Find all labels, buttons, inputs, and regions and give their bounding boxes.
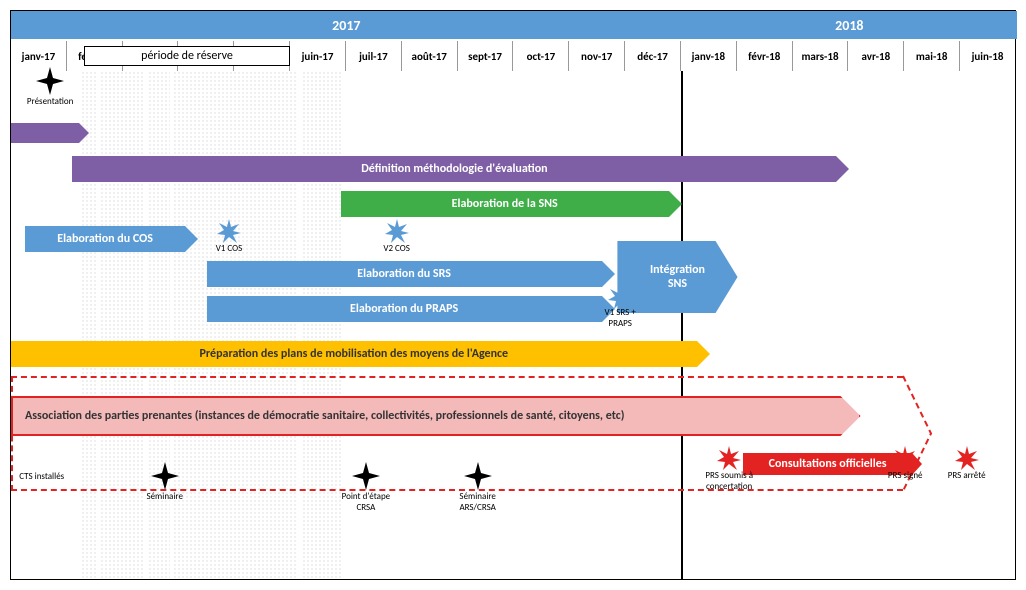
- reserve-period-label: période de réserve: [84, 46, 291, 66]
- year-header-2017: 2017: [11, 11, 682, 39]
- elaboration-srs-bar: Elaboration du SRS: [207, 261, 602, 287]
- prs-signe-label: PRS signé: [888, 470, 923, 481]
- month-label: août-17: [402, 41, 458, 71]
- month-label: juin-18: [960, 41, 1015, 71]
- seminaire-1-label: Séminaire: [146, 491, 182, 502]
- consultations-officielles-bar: Consultations officielles: [743, 453, 912, 475]
- reserve-period-band: [148, 71, 170, 579]
- preparation-plans-arrow-tip: [697, 341, 710, 367]
- month-label: juin-17: [290, 41, 346, 71]
- intro-purple-bar: [11, 123, 79, 143]
- reserve-period-band: [173, 71, 296, 579]
- prs-arrete-label: PRS arrêté: [948, 470, 986, 481]
- month-label: déc-17: [625, 41, 681, 71]
- cos-milestone-label: V2 COS: [383, 243, 410, 254]
- month-label: mars-18: [793, 41, 849, 71]
- presentation-star-icon: [36, 67, 64, 95]
- month-label: janv-18: [681, 41, 737, 71]
- prs-signe-burst-icon: [893, 446, 917, 470]
- cos-milestone-label: V1 COS: [216, 243, 243, 254]
- preparation-plans-bar: Préparation des plans de mobilisation de…: [11, 341, 697, 367]
- definition-eval-arrow-tip: [836, 156, 849, 182]
- month-label: nov-17: [569, 41, 625, 71]
- seminaire-ars-label: SéminaireARS/CRSA: [459, 491, 495, 513]
- reserve-period-band: [100, 71, 145, 579]
- cos-milestone-burst: [385, 219, 409, 243]
- srs-praps-milestone-label: V1 SRS +PRAPS: [605, 307, 636, 329]
- year-header-2018: 2018: [682, 11, 1017, 39]
- elaboration-cos-bar: Elaboration du COS: [25, 226, 185, 252]
- association-stakeholders-bar: Association des parties prenantes (insta…: [11, 396, 861, 436]
- intro-purple-arrow-tip: [79, 123, 89, 143]
- elaboration-sns-bar: Elaboration de la SNS: [341, 191, 669, 217]
- point-etape-label: Point d'étapeCRSA: [342, 491, 391, 513]
- presentation-label: Présentation: [27, 96, 73, 107]
- integration-sns-block: IntégrationSNS: [617, 241, 737, 313]
- definition-eval-bar: Définition méthodologie d'évaluation: [72, 156, 836, 182]
- elaboration-cos-arrow-tip: [185, 226, 198, 252]
- prs-soumis-burst-icon: [717, 446, 741, 470]
- prs-arrete-burst-icon: [955, 446, 979, 470]
- month-label: mai-18: [904, 41, 960, 71]
- reserve-period-band: [81, 71, 98, 579]
- srs-praps-milestone-burst: [608, 285, 632, 309]
- elaboration-srs-arrow-tip: [602, 261, 615, 287]
- year-divider-line: [681, 71, 683, 579]
- month-label: oct-17: [513, 41, 569, 71]
- timeline-chart: 20172018 janv-17févr-17mars-17avr-17mai-…: [10, 10, 1016, 580]
- elaboration-sns-arrow-tip: [669, 191, 682, 217]
- elaboration-praps-bar: Elaboration du PRAPS: [207, 296, 602, 322]
- month-label: févr-18: [737, 41, 793, 71]
- diagram-area: période de réserveDéfinition méthodologi…: [11, 71, 1015, 579]
- prs-soumis-label: PRS soumis àconcertation: [705, 470, 753, 492]
- month-label: avr-18: [848, 41, 904, 71]
- reserve-period-band: [302, 71, 341, 579]
- month-label: sept-17: [458, 41, 514, 71]
- month-label: juil-17: [346, 41, 402, 71]
- cos-milestone-burst: [217, 219, 241, 243]
